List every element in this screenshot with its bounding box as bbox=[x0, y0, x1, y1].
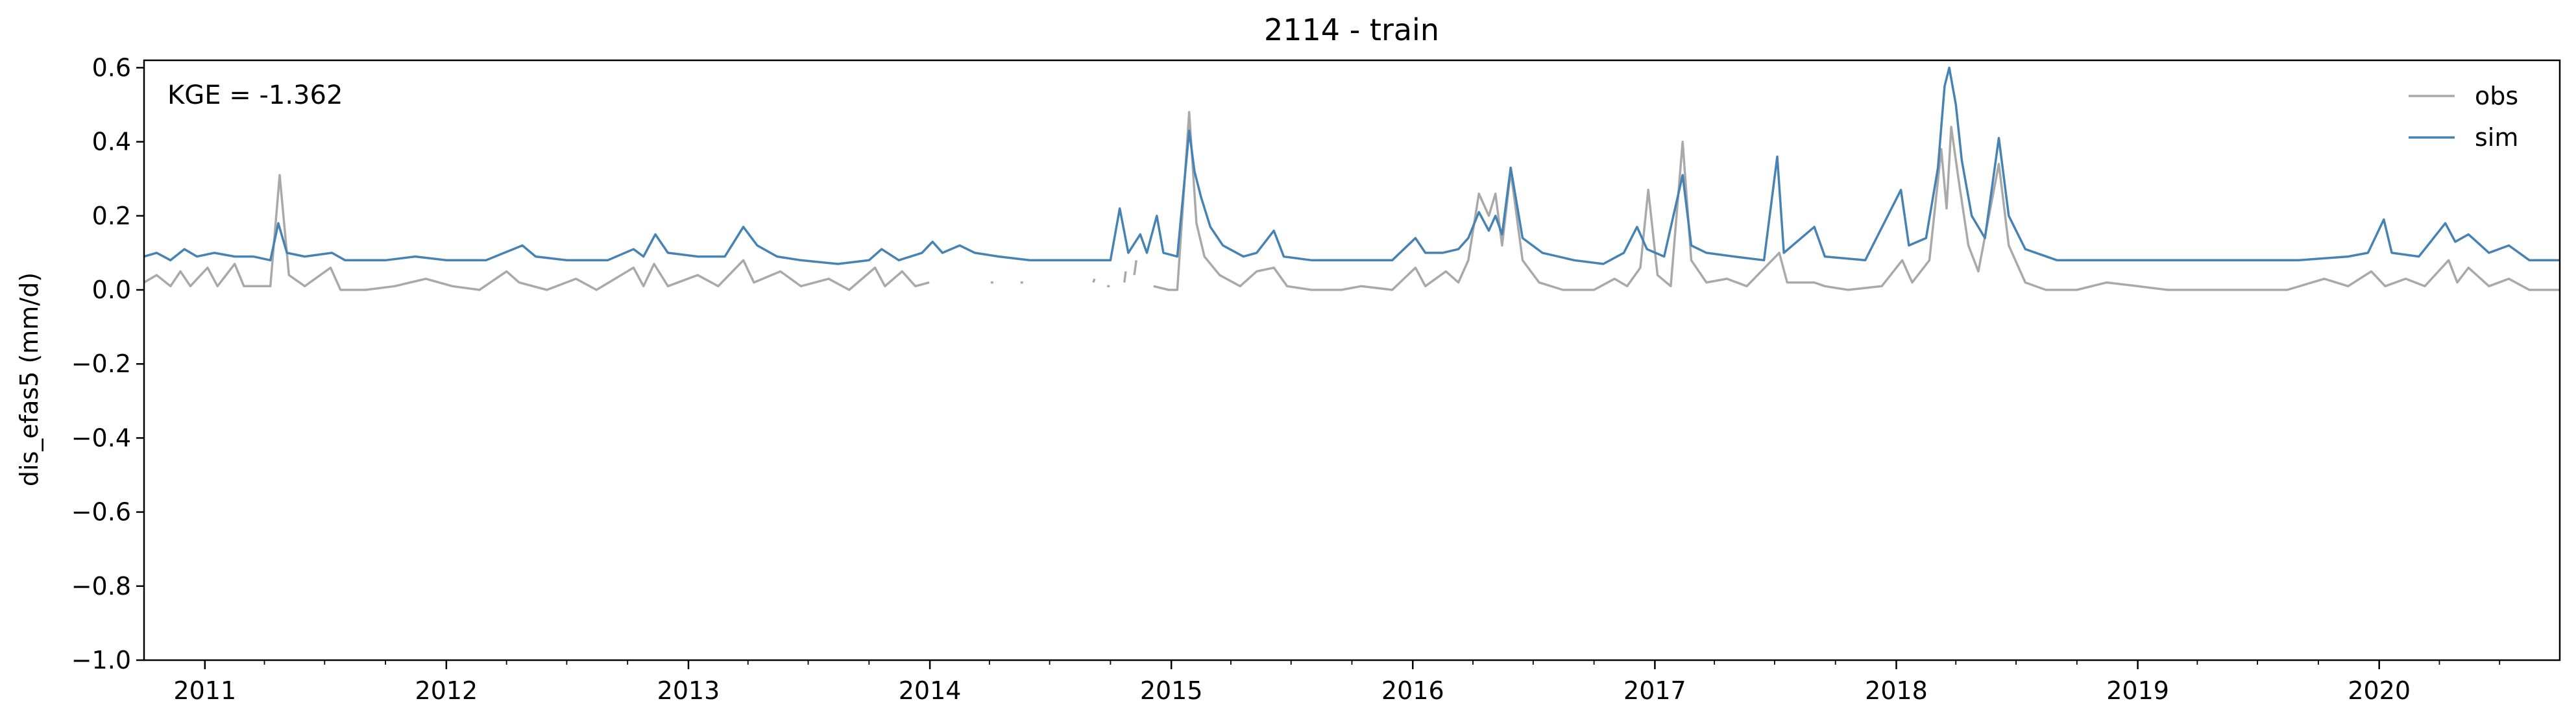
chart-title: 2114 - train bbox=[1264, 12, 1439, 47]
y-tick-label: 0.2 bbox=[92, 202, 131, 230]
plot-area: 0.6 0.4 0.2 0.0 −0.2 −0.4 −0.6 −0.8 −1.0 2011 2012… bbox=[71, 53, 2561, 705]
x-tick-label: 2017 bbox=[1623, 676, 1686, 705]
y-axis-label: dis_efas5 (mm/d) bbox=[15, 272, 43, 486]
x-tick-label: 2016 bbox=[1381, 676, 1444, 705]
x-tick-label: 2013 bbox=[657, 676, 720, 705]
legend: obs sim bbox=[2409, 82, 2518, 152]
series-line-obs bbox=[143, 111, 2560, 291]
y-tick-label: 0.0 bbox=[92, 276, 131, 304]
legend-label-obs: obs bbox=[2475, 82, 2518, 110]
x-tick-label: 2019 bbox=[2106, 676, 2169, 705]
x-tick-label: 2015 bbox=[1140, 676, 1203, 705]
y-tick-label: −0.8 bbox=[71, 572, 131, 600]
x-tick-label: 2011 bbox=[173, 676, 236, 705]
x-tick-label: 2018 bbox=[1865, 676, 1928, 705]
y-tick-label: −0.4 bbox=[71, 423, 131, 452]
y-tick-label: −0.2 bbox=[71, 350, 131, 378]
kge-annotation: KGE = -1.362 bbox=[167, 80, 343, 110]
x-tick-label: 2020 bbox=[2348, 676, 2411, 705]
legend-label-sim: sim bbox=[2475, 123, 2518, 152]
x-tick-label: 2012 bbox=[415, 676, 478, 705]
x-tick-label: 2014 bbox=[899, 676, 962, 705]
y-tick-label: −1.0 bbox=[71, 646, 131, 674]
y-tick-label: −0.6 bbox=[71, 498, 131, 527]
y-tick-label: 0.6 bbox=[92, 53, 131, 82]
series-line-sim bbox=[143, 66, 2560, 265]
y-tick-label: 0.4 bbox=[92, 128, 131, 156]
axes-frame bbox=[143, 59, 2561, 661]
